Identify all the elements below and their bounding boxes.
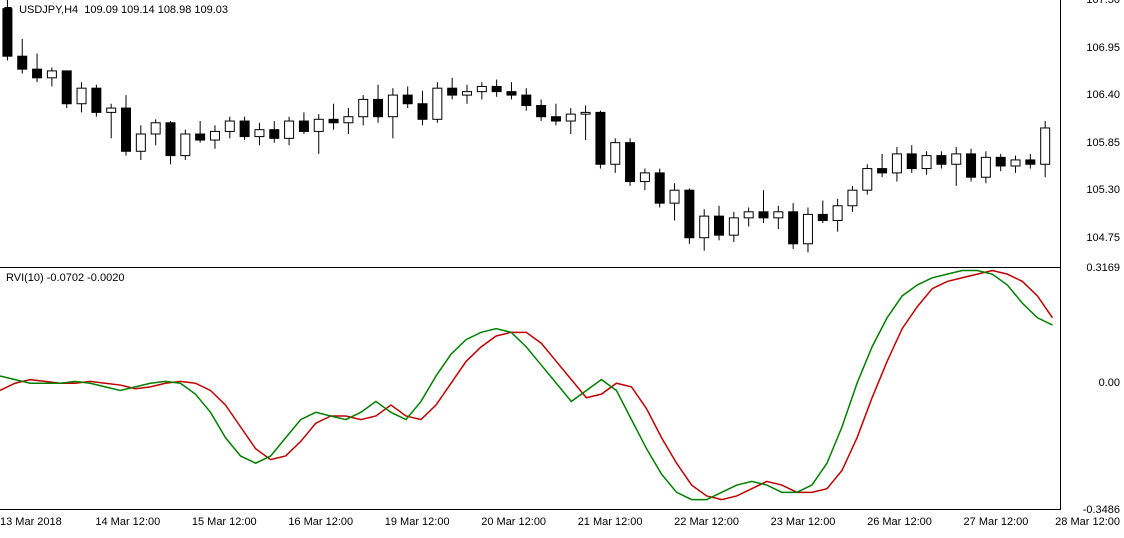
time-x-axis: 13 Mar 2018 14 Mar 12:00 15 Mar 12:00 16 Ma…	[0, 510, 1124, 538]
time-x-tick: 16 Mar 12:00	[288, 516, 353, 528]
price-y-tick: 104.75	[1086, 232, 1120, 244]
symbol-label: USDJPY,H4	[19, 4, 78, 16]
indicator-values: -0.0702 -0.0020	[47, 272, 125, 284]
price-chart-header: USDJPY,H4 109.09 109.14 108.98 109.03	[4, 4, 228, 16]
indicator-panel[interactable]	[0, 268, 1060, 510]
indicator-y-axis: 0.31690.00-0.3486	[1060, 268, 1124, 510]
time-x-tick: 20 Mar 12:00	[481, 516, 546, 528]
indicator-header: RVI(10) -0.0702 -0.0020	[6, 272, 124, 284]
ohlc-values: 109.09 109.14 108.98 109.03	[84, 4, 228, 16]
indicator-name: RVI(10)	[6, 272, 44, 284]
time-x-tick: 27 Mar 12:00	[964, 516, 1029, 528]
price-y-tick: 105.30	[1086, 184, 1120, 196]
time-x-tick: 23 Mar 12:00	[771, 516, 836, 528]
time-x-tick: 21 Mar 12:00	[578, 516, 643, 528]
price-y-axis: 107.50 106.95 106.40 105.85 105.30 104.75	[1060, 0, 1124, 268]
time-x-tick: 28 Mar 12:00	[1055, 516, 1120, 528]
time-x-tick: 14 Mar 12:00	[95, 516, 160, 528]
indicator-y-tick: 0.00	[1099, 377, 1120, 389]
chart-container: 107.50 106.95 106.40 105.85 105.30 104.75 0.3…	[0, 0, 1124, 538]
price-y-tick: 106.40	[1086, 89, 1120, 101]
time-x-tick: 26 Mar 12:00	[867, 516, 932, 528]
time-x-tick: 13 Mar 2018	[0, 516, 62, 528]
price-y-tick: 105.85	[1086, 137, 1120, 149]
time-x-tick: 19 Mar 12:00	[385, 516, 450, 528]
time-x-tick: 22 Mar 12:00	[674, 516, 739, 528]
price-chart-panel[interactable]	[0, 0, 1060, 268]
indicator-y-tick: 0.3169	[1086, 262, 1120, 274]
candlestick-chart	[0, 0, 1060, 268]
price-y-tick: 107.50	[1086, 0, 1120, 6]
rvi-indicator-chart	[0, 268, 1060, 510]
price-y-tick: 106.95	[1086, 42, 1120, 54]
dropdown-icon[interactable]	[4, 7, 12, 13]
time-x-tick: 15 Mar 12:00	[192, 516, 257, 528]
